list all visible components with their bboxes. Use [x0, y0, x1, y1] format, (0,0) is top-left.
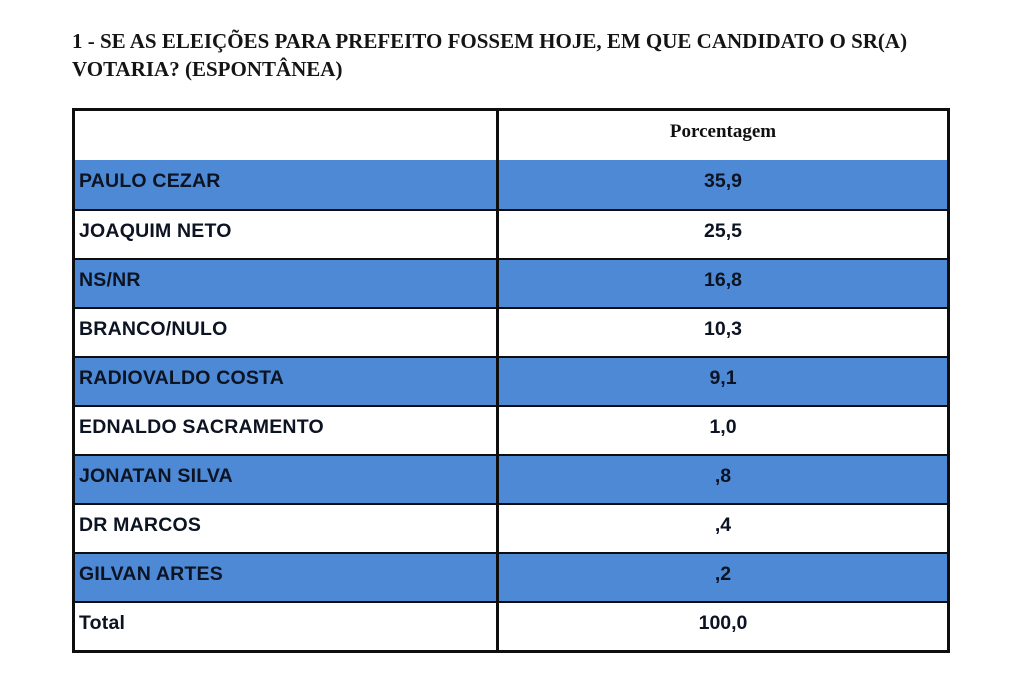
table-row: PAULO CEZAR 35,9 — [75, 160, 947, 209]
table-row: GILVAN ARTES ,2 — [75, 552, 947, 601]
table-row: JONATAN SILVA ,8 — [75, 454, 947, 503]
table-row: RADIOVALDO COSTA 9,1 — [75, 356, 947, 405]
percentage-value-cell: ,4 — [714, 513, 732, 536]
percentage-value-cell: 9,1 — [709, 366, 737, 389]
percentage-value-cell: 1,0 — [709, 415, 737, 438]
table-row: Total 100,0 — [75, 601, 947, 650]
question-title: 1 - SE AS ELEIÇÕES PARA PREFEITO FOSSEM … — [72, 29, 908, 81]
percentage-value-cell: ,8 — [714, 464, 732, 487]
results-table: Porcentagem PAULO CEZAR 35,9 JOAQUIM NETO 2… — [72, 108, 950, 653]
percentage-value-cell: 16,8 — [704, 268, 742, 291]
table-row: JOAQUIM NETO 25,5 — [75, 209, 947, 258]
percentage-value-cell: 10,3 — [704, 317, 742, 340]
percentage-value-cell: ,2 — [714, 562, 732, 585]
candidate-name-cell: RADIOVALDO COSTA — [75, 358, 499, 405]
percentage-column-header: Porcentagem — [669, 121, 777, 142]
candidate-name-cell: JOAQUIM NETO — [75, 211, 499, 258]
percentage-value-cell: 25,5 — [704, 219, 742, 242]
empty-header-cell — [75, 111, 499, 160]
percentage-value-cell: 35,9 — [704, 169, 742, 192]
candidate-name-cell: GILVAN ARTES — [75, 554, 499, 601]
candidate-name-cell: NS/NR — [75, 260, 499, 307]
table-header-row: Porcentagem — [75, 111, 947, 160]
table-row: EDNALDO SACRAMENTO 1,0 — [75, 405, 947, 454]
table-row: BRANCO/NULO 10,3 — [75, 307, 947, 356]
candidate-name-cell: EDNALDO SACRAMENTO — [75, 407, 499, 454]
candidate-name-cell: Total — [75, 603, 499, 650]
table-row: NS/NR 16,8 — [75, 258, 947, 307]
candidate-name-cell: JONATAN SILVA — [75, 456, 499, 503]
candidate-name-cell: DR MARCOS — [75, 505, 499, 552]
candidate-name-cell: PAULO CEZAR — [75, 160, 499, 209]
table-body: PAULO CEZAR 35,9 JOAQUIM NETO 25,5 NS/NR 16,8… — [75, 160, 947, 650]
percentage-value-cell: 100,0 — [698, 611, 748, 634]
candidate-name-cell: BRANCO/NULO — [75, 309, 499, 356]
table-row: DR MARCOS ,4 — [75, 503, 947, 552]
